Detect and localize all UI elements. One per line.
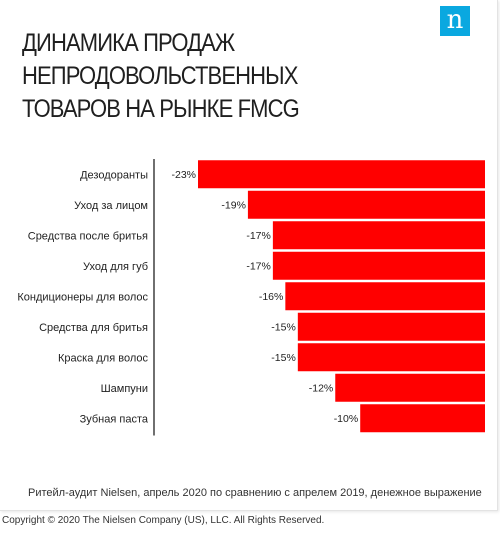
value-label-8: -12% <box>309 382 334 394</box>
footnote: Ритейл-аудит Nielsen, апрель 2020 по сра… <box>28 487 482 499</box>
category-label-2: Уход за лицом <box>74 200 148 212</box>
value-label-1: -23% <box>171 169 196 181</box>
bar-3 <box>272 221 485 250</box>
value-label-9: -10% <box>334 413 359 425</box>
bar-7 <box>297 343 485 372</box>
category-label-5: Кондиционеры для волос <box>17 291 148 303</box>
bar-2 <box>247 190 485 219</box>
bar-9 <box>360 404 485 433</box>
category-label-4: Уход для губ <box>83 261 148 273</box>
category-label-9: Зубная паста <box>80 413 149 425</box>
category-label-6: Средства для бритья <box>39 322 148 334</box>
value-label-5: -16% <box>259 291 284 303</box>
bar-8 <box>335 373 485 402</box>
category-label-8: Шампуни <box>101 383 148 395</box>
value-label-4: -17% <box>246 260 271 272</box>
value-label-7: -15% <box>271 352 296 364</box>
chart-title: ДИНАМИКА ПРОДАЖ НЕПРОДОВОЛЬСТВЕННЫХ ТОВА… <box>22 29 300 123</box>
bar-6 <box>297 312 485 341</box>
bar-chart: -23% Дезодоранты -19% Уход за лицом -17% Сред… <box>17 159 485 436</box>
copyright-notice: Copyright © 2020 The Nielsen Company (US… <box>2 515 325 526</box>
chart-card: n ДИНАМИКА ПРОДАЖ НЕПРОДОВОЛЬСТВЕННЫХ ТО… <box>0 0 498 511</box>
bar-5 <box>285 282 485 311</box>
value-label-3: -17% <box>246 230 271 242</box>
value-label-2: -19% <box>221 199 246 211</box>
category-label-7: Краска для волос <box>58 352 148 364</box>
category-label-3: Средства после бритья <box>28 230 148 242</box>
bar-1 <box>198 160 485 189</box>
value-label-6: -15% <box>271 321 296 333</box>
nielsen-logo: n <box>440 6 470 36</box>
category-label-1: Дезодоранты <box>80 169 148 181</box>
bar-4 <box>272 251 485 280</box>
